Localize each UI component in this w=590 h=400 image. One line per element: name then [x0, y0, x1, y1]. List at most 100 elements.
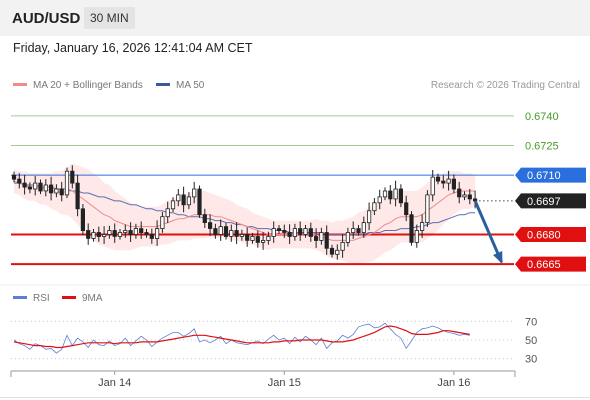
candle-body [425, 194, 430, 223]
candle-body [80, 208, 85, 232]
rsi-tick-label-50: 50 [525, 335, 537, 347]
candle-body [303, 228, 308, 235]
candle-body [112, 230, 117, 237]
candle-body [467, 194, 472, 200]
price-tag-0.6665 [515, 256, 586, 272]
bottom-border [0, 397, 590, 398]
candle-body [102, 234, 107, 237]
candle-body [170, 200, 176, 210]
price-level-label-0.6740: 0.6740 [525, 111, 559, 123]
candle-body [234, 230, 239, 237]
candle-body [107, 230, 112, 235]
ma9-swatch [62, 295, 76, 299]
candle-body [49, 184, 54, 194]
candle-body [54, 188, 59, 194]
candle-body [239, 234, 244, 237]
candle-body [287, 232, 292, 237]
candle-body [414, 230, 419, 243]
candle-body [75, 182, 80, 210]
candle-body [229, 230, 234, 237]
candle-body [282, 230, 287, 233]
candle-body [11, 174, 17, 180]
price-tag-0.6680 [515, 226, 586, 242]
candle-body [366, 210, 372, 224]
chart-header: AUD/USD 30 MIN [0, 0, 590, 36]
candle-body [250, 236, 255, 241]
price-level-label-0.6725: 0.6725 [525, 140, 559, 152]
candle-body [356, 228, 361, 234]
legend-rsi: RSI [13, 293, 50, 305]
ma50-swatch [156, 82, 170, 86]
legend-ma20: MA 20 + Bollinger Bands [13, 80, 143, 92]
candle-body [202, 214, 207, 223]
candle-body [313, 236, 319, 241]
candle-body [33, 182, 38, 190]
candle-body [149, 234, 154, 239]
candle-body [186, 196, 191, 206]
legend-9ma: 9MA [62, 293, 103, 305]
ma20-swatch [13, 82, 27, 86]
candle-body [329, 247, 335, 255]
candle-body [260, 239, 266, 243]
candle-body [154, 228, 160, 239]
candle-body [324, 232, 329, 249]
candle-body [22, 182, 27, 188]
symbol-label: AUD/USD [12, 10, 81, 27]
candle-body [176, 194, 181, 202]
candle-body [123, 230, 128, 233]
candle-body [86, 230, 91, 239]
candle-body [144, 232, 149, 235]
rsi-swatch [13, 295, 27, 299]
rsi-tick-label-70: 70 [525, 316, 537, 328]
timeframe-button[interactable]: 30 MIN [84, 7, 135, 29]
candle-body [276, 228, 282, 232]
candle-body [446, 178, 451, 184]
candle-body [133, 228, 138, 235]
candle-body [308, 228, 313, 237]
candle-body [435, 176, 441, 182]
candles-group [11, 165, 478, 260]
price-tag-0.6710 [515, 167, 586, 183]
candle-body [298, 228, 303, 235]
price-tag-0.6697 [515, 193, 586, 209]
candle-body [457, 188, 462, 198]
candle-body [419, 222, 425, 231]
candle-body [43, 184, 48, 192]
candle-body [17, 178, 22, 184]
candle-body [393, 188, 398, 200]
price-tag-label-0.6665: 0.6665 [527, 259, 561, 271]
candle-body [441, 180, 446, 184]
candle-body [59, 188, 64, 196]
candle-body [160, 216, 165, 229]
candle-body [181, 194, 186, 206]
candle-body [139, 228, 144, 234]
candle-body [451, 178, 457, 190]
copyright-text: Research © 2026 Trading Central [430, 80, 580, 91]
candle-body [361, 222, 366, 233]
bollinger-band-area [14, 163, 476, 265]
ma9-label: 9MA [82, 293, 103, 304]
candle-body [462, 194, 467, 198]
ma20-line [13, 180, 476, 241]
candle-body [64, 170, 70, 196]
candle-body [319, 232, 324, 241]
forecast-arrow-shaft [473, 200, 503, 263]
candle-body [70, 170, 75, 184]
ma50-label: MA 50 [176, 80, 205, 91]
candle-body [271, 228, 276, 237]
forecast-arrow-head [493, 251, 503, 265]
price-tag-label-0.6680: 0.6680 [527, 229, 561, 241]
candle-body [128, 230, 133, 235]
rsi-series-rsi [13, 322, 470, 354]
candle-body [351, 228, 356, 234]
candle-body [117, 232, 123, 237]
x-tick-label-Jan 16: Jan 16 [437, 377, 470, 389]
candle-body [335, 249, 340, 255]
candle-body [345, 232, 351, 243]
candle-body [38, 182, 43, 192]
rsi-label: RSI [33, 293, 50, 304]
candle-body [218, 226, 223, 235]
candle-body [255, 236, 260, 243]
x-tick-label-Jan 14: Jan 14 [98, 377, 131, 389]
